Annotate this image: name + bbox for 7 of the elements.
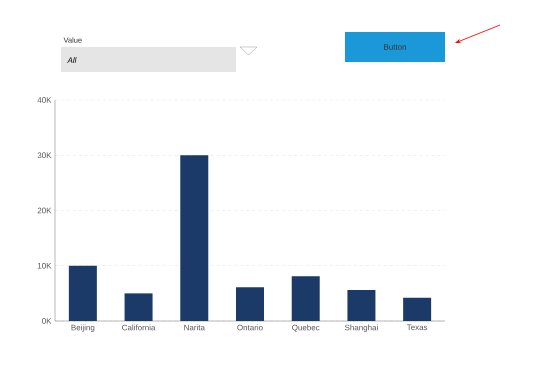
bar [68,266,97,321]
bar [124,293,153,321]
bar [403,298,432,321]
bar [180,155,208,321]
bar [236,287,264,321]
bar [347,290,376,321]
bar [292,276,320,321]
